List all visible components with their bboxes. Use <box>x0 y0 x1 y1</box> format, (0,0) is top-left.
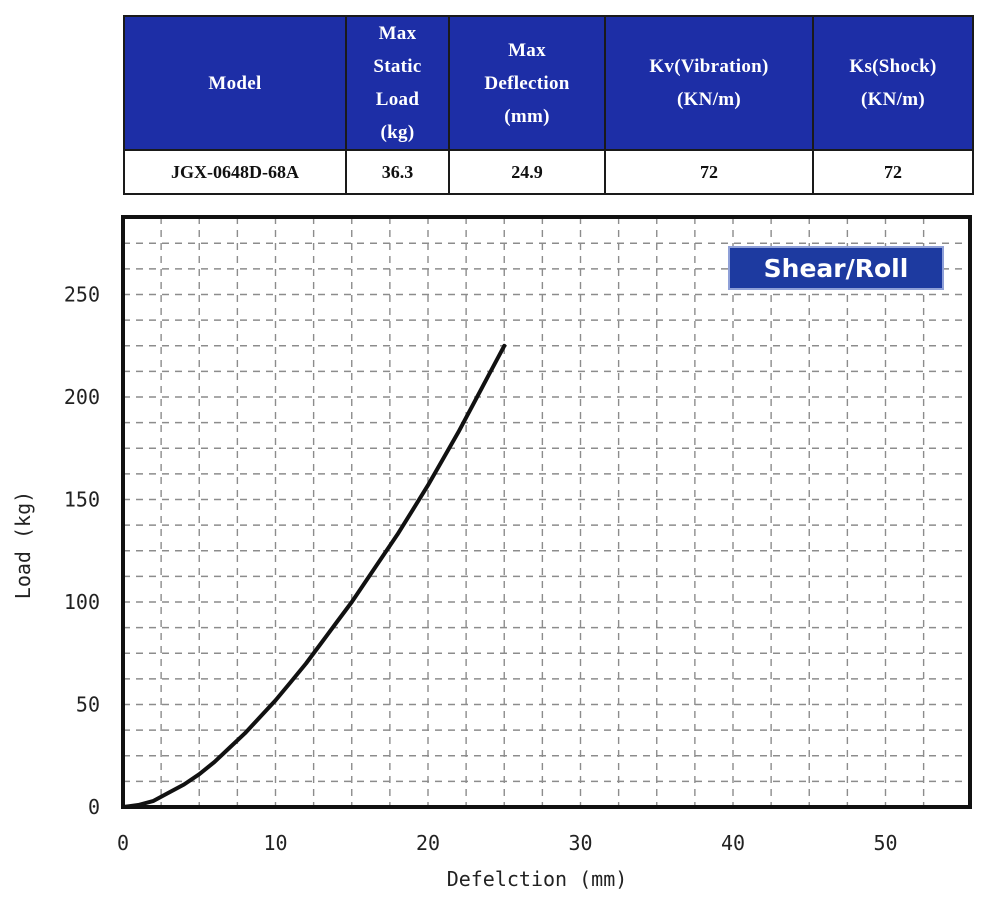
header-line: Ks(Shock) <box>849 56 937 77</box>
x-tick-label: 50 <box>873 831 897 855</box>
y-tick-label: 200 <box>64 385 100 409</box>
tick-labels: 0 10 20 30 40 50 0 50 100 150 200 250 <box>64 283 898 856</box>
series-line <box>121 343 507 809</box>
header-line: (mm) <box>504 105 550 127</box>
x-axis-title: Defelction (mm) <box>447 867 628 891</box>
plot-frame <box>121 215 972 809</box>
legend-label: Shear/Roll <box>764 254 909 283</box>
header-line: (kg) <box>380 122 415 143</box>
cell-model: JGX-0648D-68A <box>123 149 347 195</box>
header-line: Static <box>373 56 422 77</box>
header-line: (KN/m) <box>860 89 926 110</box>
legend-background <box>728 246 944 290</box>
cell-kv: 72 <box>604 149 814 195</box>
x-tick-label: 40 <box>721 831 745 855</box>
y-tick-label: 100 <box>64 590 100 614</box>
header-line: Deflection <box>484 72 570 94</box>
y-tick-label: 250 <box>64 283 100 307</box>
header-kv: Kv(Vibration) (KN/m) <box>604 15 814 151</box>
series-group <box>121 343 507 809</box>
x-tick-label: 20 <box>416 831 440 855</box>
header-max-static-load: Max Static Load (kg) <box>345 15 450 151</box>
cell-max-static-load: 36.3 <box>345 149 450 195</box>
spec-table-header-row: Model Max Static Load (kg) Max Deflectio… <box>123 15 974 151</box>
y-axis-title: Load (kg) <box>11 491 35 599</box>
y-tick-label: 0 <box>88 795 100 819</box>
x-tick-label: 10 <box>263 831 287 855</box>
header-model: Model <box>123 15 347 151</box>
chart-grid <box>123 217 970 807</box>
header-line: Max <box>508 39 546 61</box>
header-line: Kv(Vibration) <box>649 56 769 77</box>
cell-max-deflection: 24.9 <box>448 149 606 195</box>
x-tick-label: 0 <box>117 831 129 855</box>
header-line: Load <box>375 89 420 110</box>
spec-table: Model Max Static Load (kg) Max Deflectio… <box>123 15 974 195</box>
spec-table-data-row: JGX-0648D-68A 36.3 24.9 72 72 <box>123 149 974 195</box>
x-tick-label: 30 <box>568 831 592 855</box>
y-tick-label: 50 <box>76 693 100 717</box>
legend-box: Shear/Roll <box>728 246 944 290</box>
header-max-deflection: Max Deflection (mm) <box>448 15 606 151</box>
header-line: (KN/m) <box>676 89 742 110</box>
cell-ks: 72 <box>812 149 974 195</box>
y-tick-label: 150 <box>64 488 100 512</box>
header-line: Max <box>378 23 417 44</box>
header-ks: Ks(Shock) (KN/m) <box>812 15 974 151</box>
